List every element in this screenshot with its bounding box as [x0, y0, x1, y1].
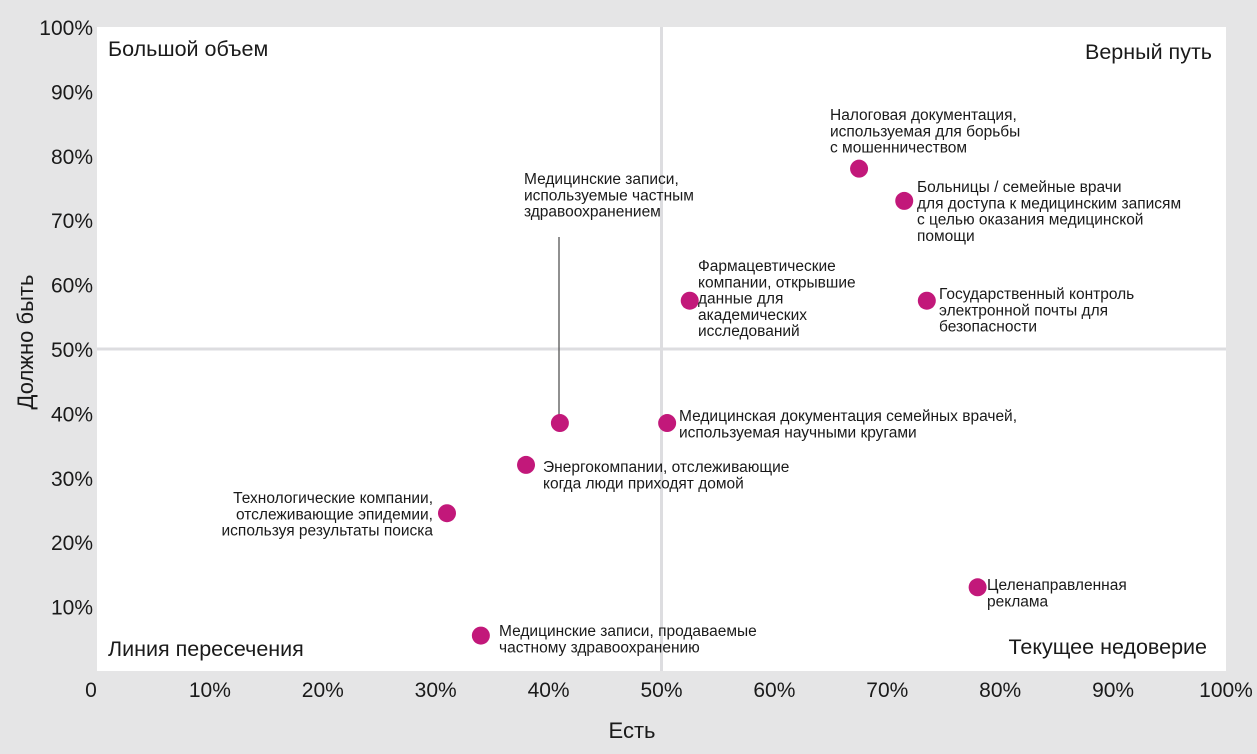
data-point	[437, 504, 456, 523]
x-axis-title: Есть	[609, 718, 656, 743]
data-point	[895, 191, 914, 210]
data-point	[917, 291, 936, 310]
quadrant-label-top-right: Верный путь	[1085, 40, 1212, 64]
point-label: Энергокомпании, отслеживающие когда люди …	[543, 459, 789, 492]
point-label: Государственный контроль электронной почт…	[939, 286, 1134, 336]
point-label: Фармацевтические компании, открывшие данны…	[698, 258, 856, 340]
y-axis-title: Должно быть	[13, 275, 38, 410]
y-tick-label: 30%	[51, 468, 93, 491]
x-tick-label: 30%	[415, 679, 457, 702]
x-tick-label: 0	[85, 679, 97, 702]
x-tick-label: 80%	[979, 679, 1021, 702]
x-tick-label: 70%	[866, 679, 908, 702]
x-tick-label: 100%	[1199, 679, 1253, 702]
point-label: Налоговая документация, используемая для …	[830, 107, 1020, 157]
point-label: Медицинские записи, продаваемые частному …	[499, 623, 757, 656]
data-point	[968, 578, 987, 597]
data-point	[658, 414, 677, 433]
x-tick-label: 10%	[189, 679, 231, 702]
data-point	[850, 159, 869, 178]
data-point	[517, 455, 536, 474]
y-tick-label: 80%	[51, 146, 93, 169]
y-tick-label: 70%	[51, 210, 93, 233]
y-tick-label: 90%	[51, 81, 93, 104]
x-tick-label: 20%	[302, 679, 344, 702]
point-label: Целенаправленная реклама	[987, 577, 1127, 610]
y-tick-label: 40%	[51, 403, 93, 426]
quadrant-label-bottom-right: Текущее недоверие	[1008, 635, 1207, 659]
x-tick-label: 60%	[753, 679, 795, 702]
data-point	[471, 626, 490, 645]
data-point	[550, 414, 569, 433]
x-tick-label: 50%	[640, 679, 682, 702]
point-label: Медицинские записи, используемые частным з…	[524, 171, 694, 221]
point-label: Медицинская документация семейных врачей…	[679, 408, 1017, 441]
point-label: Технологические компании, отслеживающие э…	[222, 490, 434, 540]
y-tick-label: 10%	[51, 597, 93, 620]
y-tick-label: 20%	[51, 532, 93, 555]
x-tick-label: 90%	[1092, 679, 1134, 702]
x-tick-label: 40%	[528, 679, 570, 702]
quadrant-label-bottom-left: Линия пересечения	[108, 637, 304, 661]
y-tick-label: 100%	[39, 17, 93, 40]
y-tick-label: 50%	[51, 339, 93, 362]
data-point	[680, 291, 699, 310]
point-label: Больницы / семейные врачи для доступа к м…	[917, 179, 1181, 245]
y-tick-label: 60%	[51, 275, 93, 298]
quadrant-label-top-left: Большой объем	[108, 37, 268, 61]
